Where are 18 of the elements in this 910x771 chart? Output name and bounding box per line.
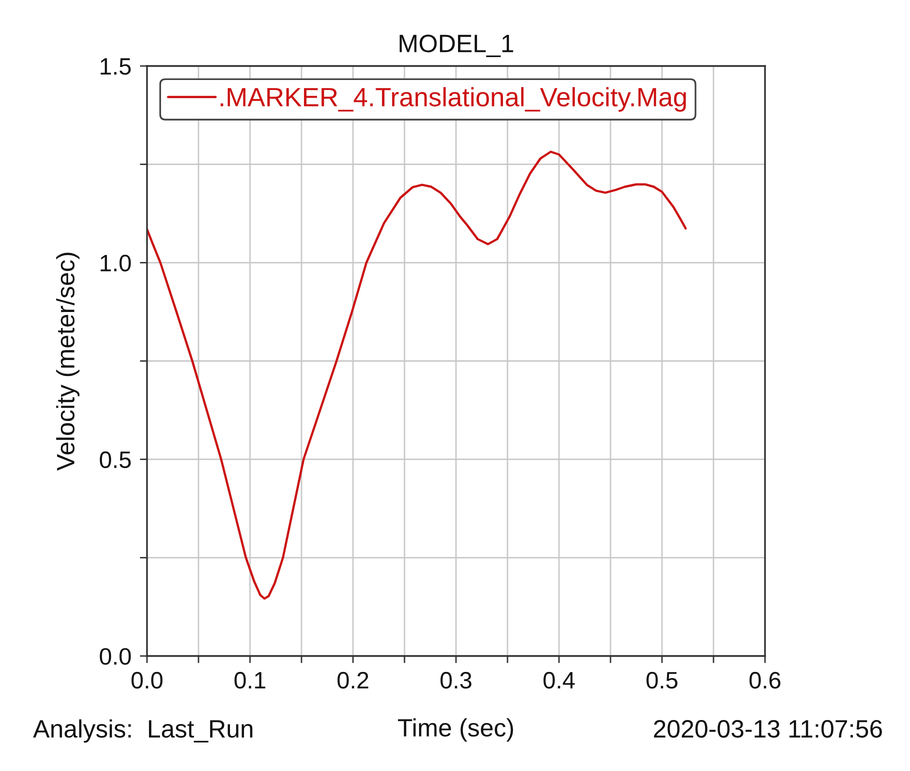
- chart-title: MODEL_1: [400, 34, 514, 58]
- x-tick-label: 0.1: [234, 672, 266, 689]
- y-tick-label: 0.0: [100, 648, 131, 665]
- text: 2020-03-13 11:07:56: [654, 720, 882, 738]
- x-tick-label: 0.6: [750, 672, 780, 689]
- x-tick-label: 0.4: [544, 672, 575, 689]
- text: Analysis: Last_Run: [33, 719, 252, 743]
- x-tick-label: 0.0: [132, 672, 162, 689]
- x-tick-label: 0.5: [646, 672, 678, 689]
- y-tick-label: 1.5: [100, 58, 131, 75]
- legend-label: .MARKER_4.Translational_Velocity.Mag: [220, 87, 686, 112]
- y-axis-title: Velocity (meter/sec): [56, 252, 80, 471]
- x-tick-label: 0.3: [440, 672, 472, 689]
- x-tick-label: 0.2: [338, 672, 368, 689]
- x-axis-title: Time (sec): [398, 718, 514, 742]
- y-tick-label: 0.5: [100, 451, 131, 468]
- y-tick-label: 1.0: [100, 254, 131, 272]
- line-series: [147, 150, 687, 600]
